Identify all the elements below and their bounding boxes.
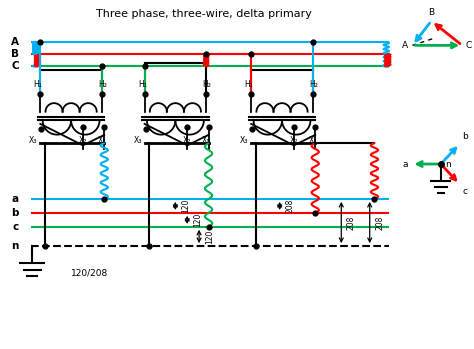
Text: A: A bbox=[11, 37, 19, 47]
Text: C: C bbox=[466, 41, 472, 50]
Text: H₁: H₁ bbox=[34, 80, 42, 89]
Text: 120: 120 bbox=[205, 229, 214, 244]
Text: c: c bbox=[13, 222, 19, 232]
Text: b: b bbox=[463, 132, 468, 141]
Text: C: C bbox=[11, 61, 19, 71]
Text: 208: 208 bbox=[347, 215, 356, 230]
Text: B: B bbox=[11, 49, 19, 59]
Text: n: n bbox=[446, 159, 451, 169]
Text: X₃: X₃ bbox=[29, 136, 37, 145]
Text: H₁: H₁ bbox=[138, 80, 146, 89]
Text: H₂: H₂ bbox=[203, 80, 211, 89]
Text: X₁: X₁ bbox=[202, 136, 210, 145]
Text: X₂: X₂ bbox=[79, 136, 87, 145]
Text: X₁: X₁ bbox=[309, 136, 317, 145]
Text: H₁: H₁ bbox=[245, 80, 253, 89]
Text: X₂: X₂ bbox=[290, 136, 298, 145]
Text: H₂: H₂ bbox=[310, 80, 318, 89]
Text: a: a bbox=[402, 159, 408, 169]
Text: Three phase, three-wire, delta primary: Three phase, three-wire, delta primary bbox=[96, 9, 312, 19]
Text: X₃: X₃ bbox=[133, 136, 142, 145]
Text: 120: 120 bbox=[181, 199, 190, 213]
Text: X₂: X₂ bbox=[183, 136, 191, 145]
Text: H₂: H₂ bbox=[99, 80, 107, 89]
Text: X₁: X₁ bbox=[98, 136, 106, 145]
Text: 120: 120 bbox=[193, 213, 202, 227]
Text: A: A bbox=[401, 41, 408, 50]
Text: 120/208: 120/208 bbox=[71, 269, 109, 278]
Text: 208: 208 bbox=[375, 215, 384, 230]
Text: b: b bbox=[11, 208, 19, 218]
Text: 208: 208 bbox=[285, 199, 294, 213]
Text: X₃: X₃ bbox=[240, 136, 248, 145]
Text: n: n bbox=[11, 241, 19, 251]
Text: a: a bbox=[12, 194, 19, 204]
Text: B: B bbox=[428, 8, 434, 17]
Text: c: c bbox=[463, 187, 468, 196]
